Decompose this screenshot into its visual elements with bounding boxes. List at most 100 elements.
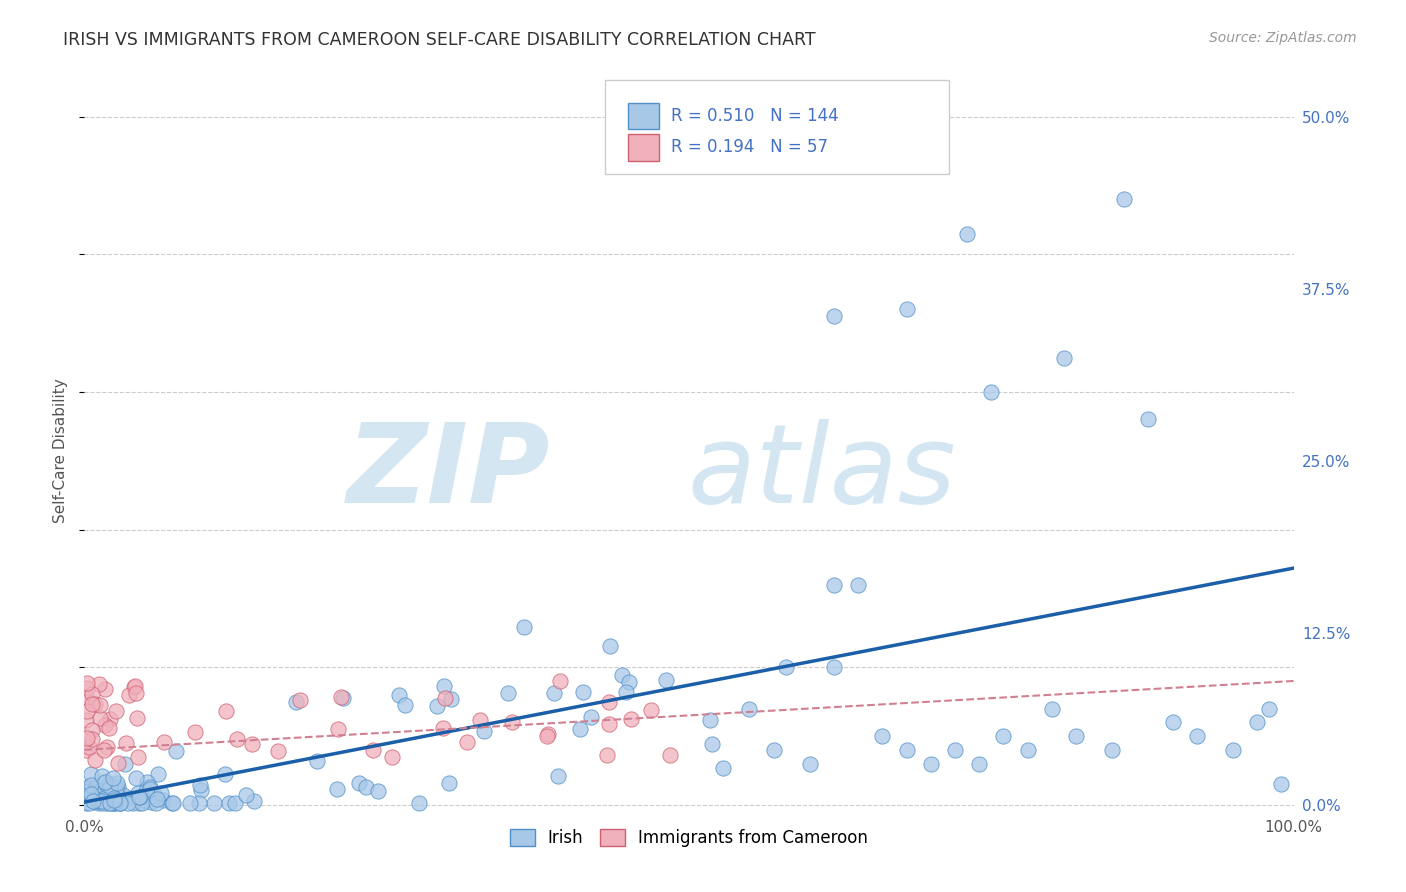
Point xyxy=(75,797,97,811)
Point xyxy=(76,704,98,718)
Point xyxy=(93,775,115,789)
Point xyxy=(115,736,138,750)
Point xyxy=(110,797,132,811)
Point xyxy=(381,750,404,764)
Point xyxy=(143,789,166,804)
Point xyxy=(658,747,681,762)
Text: Source: ZipAtlas.com: Source: ZipAtlas.com xyxy=(1209,31,1357,45)
Point xyxy=(103,782,125,797)
Point xyxy=(225,731,247,746)
Point xyxy=(1064,729,1087,743)
Point xyxy=(76,731,98,746)
Point xyxy=(76,681,98,695)
Point xyxy=(1040,701,1063,715)
Point xyxy=(699,714,721,728)
Point xyxy=(93,682,115,697)
Point xyxy=(103,793,125,807)
Point xyxy=(77,784,100,798)
Point xyxy=(619,675,641,690)
Point xyxy=(1137,412,1160,426)
Point xyxy=(388,688,411,702)
Point xyxy=(187,796,209,810)
Point xyxy=(124,686,146,700)
Point xyxy=(105,789,128,803)
Point xyxy=(135,784,157,798)
Point xyxy=(90,788,112,802)
Point xyxy=(127,711,149,725)
Point xyxy=(572,685,595,699)
Point xyxy=(218,797,240,811)
Point xyxy=(943,743,966,757)
Point xyxy=(104,795,127,809)
Point xyxy=(846,577,869,591)
Point xyxy=(84,753,107,767)
Point xyxy=(96,796,118,810)
Point xyxy=(114,757,136,772)
Point xyxy=(128,797,150,811)
Point xyxy=(150,786,173,800)
Point xyxy=(125,772,148,786)
Point xyxy=(90,794,112,808)
Point xyxy=(98,780,121,794)
Point xyxy=(434,691,457,706)
Point xyxy=(190,783,212,797)
Point xyxy=(108,797,131,811)
Point xyxy=(75,713,97,727)
Point xyxy=(162,797,184,811)
Point xyxy=(94,774,117,789)
Point xyxy=(162,797,184,811)
Point xyxy=(762,743,785,757)
Point xyxy=(82,794,104,808)
Point xyxy=(94,718,117,732)
Text: IRISH VS IMMIGRANTS FROM CAMEROON SELF-CARE DISABILITY CORRELATION CHART: IRISH VS IMMIGRANTS FROM CAMEROON SELF-C… xyxy=(63,31,815,49)
Point xyxy=(179,796,201,810)
Point xyxy=(598,695,620,709)
Point xyxy=(96,780,118,794)
Point xyxy=(98,777,121,791)
Point xyxy=(145,797,167,811)
Point xyxy=(107,780,129,795)
Point xyxy=(799,756,821,771)
Point xyxy=(1258,701,1281,715)
Point xyxy=(993,729,1015,743)
Point xyxy=(91,791,114,805)
Point xyxy=(75,792,97,806)
Point xyxy=(920,756,942,771)
Text: R = 0.510   N = 144: R = 0.510 N = 144 xyxy=(671,107,838,125)
Point xyxy=(80,766,103,780)
Point xyxy=(498,686,520,700)
Point xyxy=(1185,729,1208,743)
Point xyxy=(104,797,127,811)
Point xyxy=(394,698,416,712)
Point xyxy=(89,711,111,725)
Point xyxy=(75,690,97,705)
Point xyxy=(146,767,169,781)
Point xyxy=(956,227,979,241)
Point xyxy=(124,679,146,693)
Point xyxy=(89,794,111,808)
Point xyxy=(579,709,602,723)
Point xyxy=(129,789,152,804)
Point xyxy=(640,703,662,717)
Point xyxy=(103,796,125,810)
Point xyxy=(98,712,121,726)
Point xyxy=(896,302,918,317)
Point xyxy=(97,721,120,735)
Point xyxy=(80,788,103,802)
Point xyxy=(83,698,105,712)
Point xyxy=(543,686,565,700)
Point xyxy=(98,797,121,811)
Point xyxy=(408,797,430,811)
Point xyxy=(86,789,108,804)
Point xyxy=(96,776,118,790)
Point xyxy=(284,696,307,710)
Point xyxy=(872,729,894,743)
Point xyxy=(1017,743,1039,757)
Point xyxy=(655,673,678,688)
Point xyxy=(153,735,176,749)
Point xyxy=(599,639,621,653)
Point xyxy=(224,797,246,811)
Point xyxy=(1161,715,1184,730)
Point xyxy=(80,778,103,792)
Point xyxy=(437,776,460,790)
